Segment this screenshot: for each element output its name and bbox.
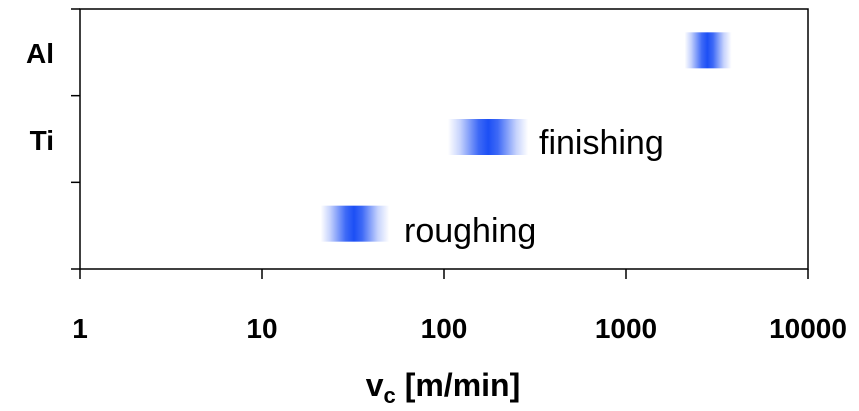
x-tick-labels: 1 10 100 1000 10000 xyxy=(72,313,847,344)
x-tick-label: 1000 xyxy=(595,313,657,344)
range-bar xyxy=(320,205,390,242)
x-axis-title: vc [m/min] xyxy=(366,367,520,408)
range-bar xyxy=(447,119,529,155)
x-axis-title-subscript: c xyxy=(384,383,396,408)
x-axis-title-units: [m/min] xyxy=(396,367,520,403)
x-tick-label: 100 xyxy=(421,313,468,344)
row-label-al: Al xyxy=(26,38,54,69)
range-bars xyxy=(320,32,732,242)
x-tick-label: 10000 xyxy=(769,313,847,344)
x-tick-label: 1 xyxy=(72,313,88,344)
y-axis-ticks xyxy=(71,8,80,270)
annotation-finishing: finishing xyxy=(539,124,664,162)
row-label-ti: Ti xyxy=(30,125,54,156)
annotation-roughing: roughing xyxy=(404,212,536,250)
x-tick-label: 10 xyxy=(246,313,277,344)
x-axis-title-main: v xyxy=(366,367,384,403)
x-axis-ticks xyxy=(79,269,809,279)
range-bar xyxy=(684,32,732,69)
